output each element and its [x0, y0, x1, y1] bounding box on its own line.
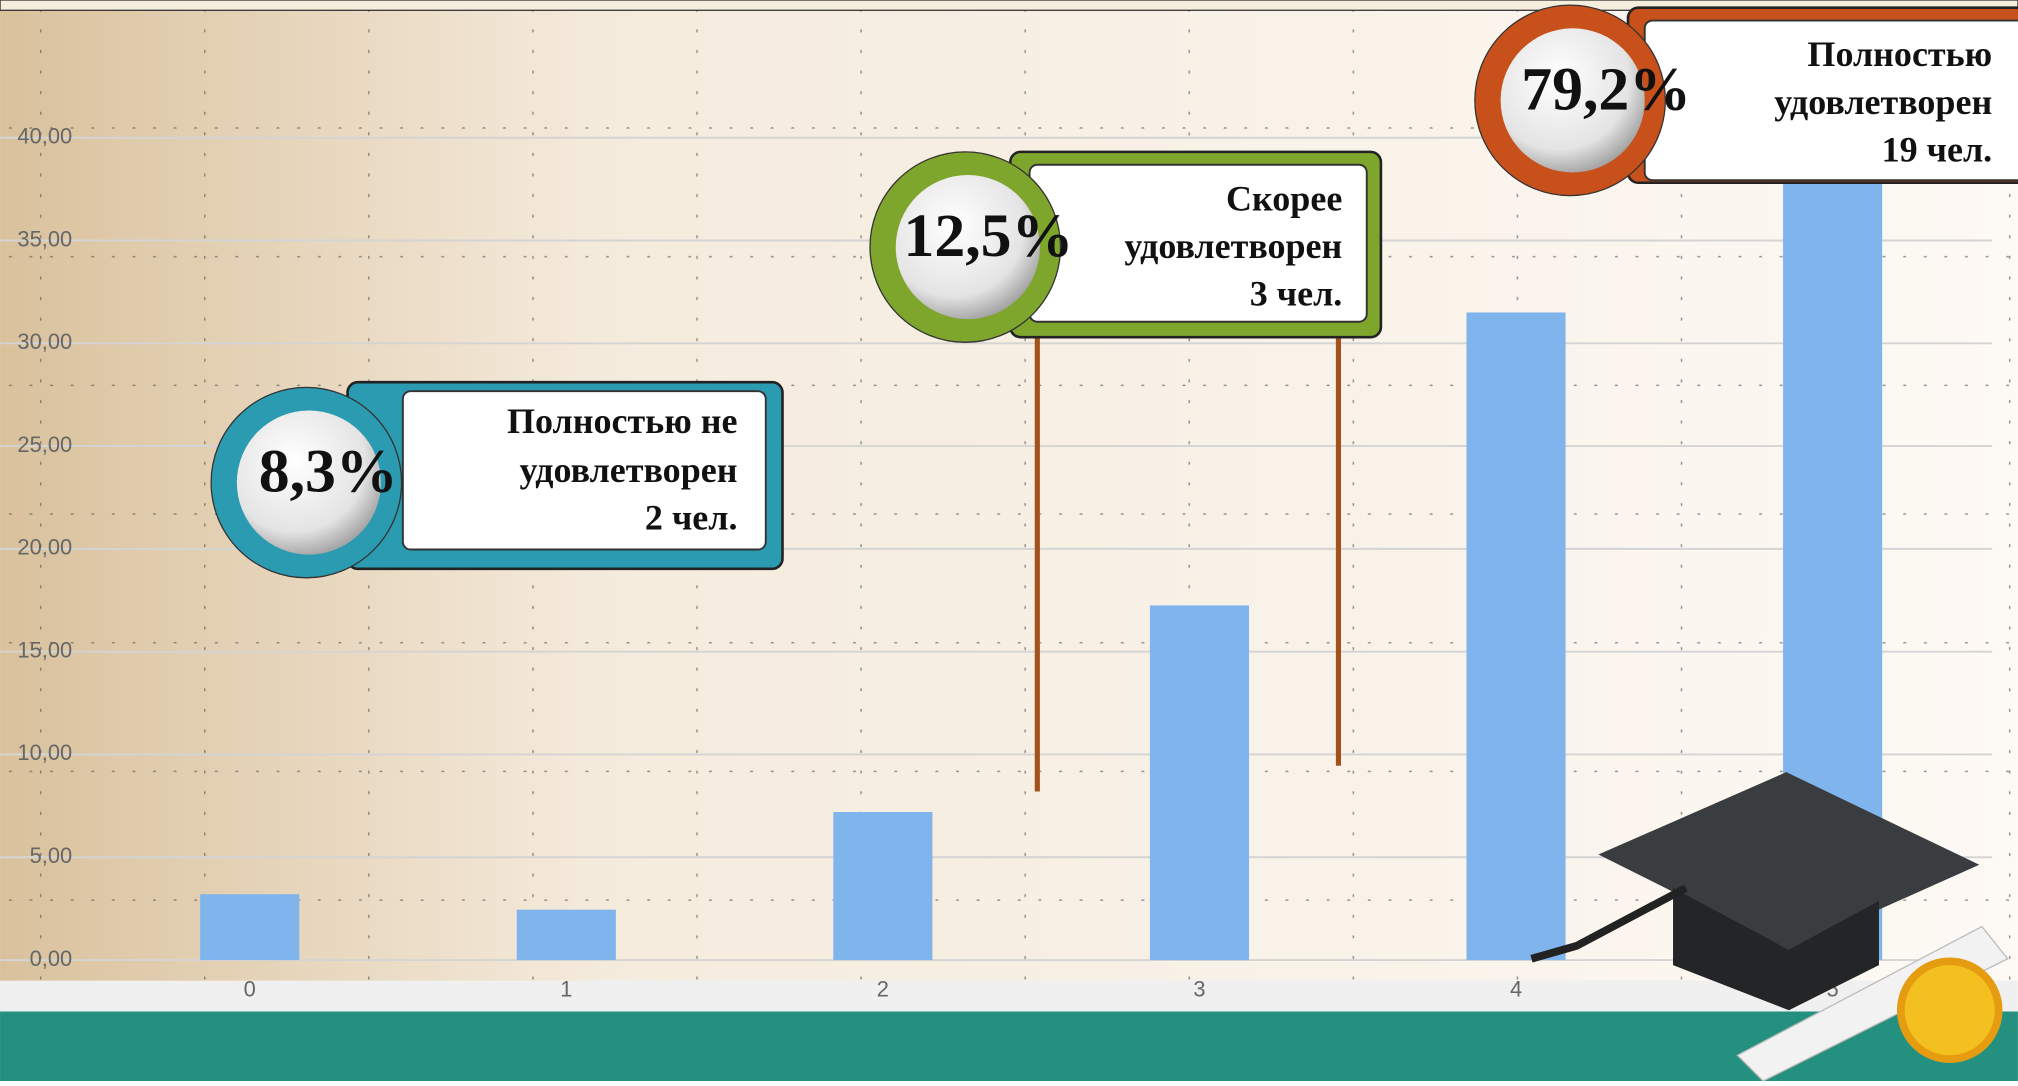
callout-line: 3 чел. [1250, 274, 1343, 314]
x-tick-label: 3 [1193, 977, 1205, 1002]
axis-strip [0, 980, 2018, 1012]
y-tick-label: 40,00 [17, 124, 72, 149]
callout-line: Скорее [1226, 178, 1342, 218]
x-tick-label: 2 [877, 977, 889, 1002]
y-tick-label: 20,00 [17, 535, 72, 560]
y-tick-label: 5,00 [30, 843, 73, 868]
callout: 12,5% Скорее удовлетворен 3 чел. [869, 150, 1383, 343]
y-tick-label: 15,00 [17, 637, 72, 662]
bar [833, 812, 933, 961]
footer-band [0, 1011, 2018, 1081]
bar [516, 909, 616, 961]
y-tick-label: 10,00 [17, 740, 72, 765]
bar [200, 894, 300, 961]
callout-line: удовлетворен [1774, 82, 1992, 122]
callout: 8,3% Полностью не удовлетворен 2 чел. [210, 380, 784, 579]
callout-box [401, 390, 767, 551]
callouts: 8,3% Полностью не удовлетворен 2 чел. 12,5% С… [210, 4, 2018, 792]
callout-ball [236, 410, 381, 555]
callout-ball [895, 175, 1040, 320]
callout-line: Полностью не [507, 401, 738, 441]
bar [1466, 312, 1566, 961]
callout-percent: 79,2% [1521, 55, 1691, 123]
cap-decoration [1530, 772, 2009, 1082]
y-tick-label: 30,00 [17, 329, 72, 354]
y-tick-label: 0,00 [30, 946, 73, 971]
x-tick-label: 0 [244, 977, 256, 1002]
y-tick-label: 25,00 [17, 432, 72, 457]
callout-line: удовлетворен [1124, 226, 1342, 266]
y-tick-label: 35,00 [17, 226, 72, 251]
callout-line: 2 чел. [645, 497, 738, 537]
x-tick-label: 1 [560, 977, 572, 1002]
bar [1149, 605, 1250, 961]
callout: 79,2% Полностью удовлетворен 19 чел. [1474, 4, 2018, 197]
callout-ball [1500, 28, 1645, 173]
callout-line: 19 чел. [1882, 129, 1993, 169]
x-tick-label: 4 [1510, 977, 1522, 1002]
callout-percent: 12,5% [903, 202, 1073, 270]
callout-line: Полностью [1807, 34, 1992, 74]
callout-line: удовлетворен [520, 450, 738, 490]
callout-percent: 8,3% [259, 438, 398, 506]
